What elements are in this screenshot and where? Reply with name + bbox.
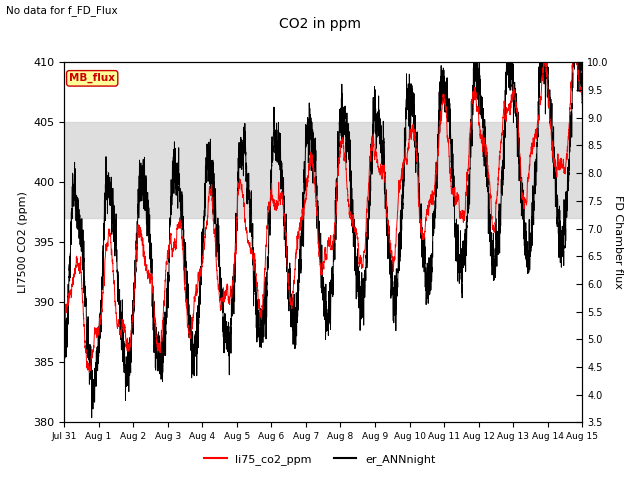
Y-axis label: FD Chamber flux: FD Chamber flux bbox=[612, 195, 623, 289]
Y-axis label: LI7500 CO2 (ppm): LI7500 CO2 (ppm) bbox=[17, 192, 28, 293]
Bar bbox=[64, 122, 582, 218]
Text: No data for f_FD_Flux: No data for f_FD_Flux bbox=[6, 5, 118, 16]
Legend: li75_co2_ppm, er_ANNnight: li75_co2_ppm, er_ANNnight bbox=[200, 450, 440, 469]
Text: CO2 in ppm: CO2 in ppm bbox=[279, 17, 361, 31]
Text: MB_flux: MB_flux bbox=[69, 73, 115, 84]
